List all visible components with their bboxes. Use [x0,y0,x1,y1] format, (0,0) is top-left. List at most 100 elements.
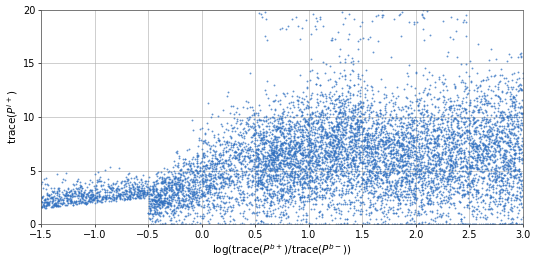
Point [90,196,98,201]
Point [472,217,481,221]
Point [131,182,139,187]
Point [305,174,314,178]
Point [189,162,197,166]
Point [452,17,461,21]
Point [257,219,265,223]
Point [461,106,470,111]
Point [450,99,458,103]
Point [346,139,354,143]
Point [271,157,280,162]
Point [233,175,242,179]
Point [486,222,495,227]
Point [341,133,350,137]
Point [334,120,343,124]
Point [479,143,488,147]
Point [312,92,321,97]
Point [280,186,289,190]
Point [115,192,124,196]
Point [270,150,278,154]
Point [190,168,199,172]
Point [477,161,486,165]
Point [318,166,326,170]
Point [273,113,282,117]
Point [351,161,359,166]
Point [111,181,120,185]
Point [304,195,312,199]
Point [515,197,524,201]
Point [354,127,362,131]
Point [202,178,211,182]
Point [199,170,208,174]
Point [289,131,298,135]
Point [455,142,463,146]
Point [363,222,371,227]
Point [340,183,348,187]
Point [158,200,167,205]
Point [349,222,358,227]
Point [468,166,477,170]
Point [382,154,390,158]
Point [312,82,321,86]
Point [66,194,75,198]
Point [241,129,249,133]
Point [129,183,137,188]
Point [518,156,526,160]
Point [307,136,316,141]
Point [146,222,155,227]
Point [507,132,516,136]
Point [276,148,284,153]
Point [281,204,289,208]
Point [232,126,241,130]
Point [428,222,437,227]
Point [430,128,439,132]
Point [198,216,207,220]
Point [504,114,513,118]
Point [509,121,517,126]
Point [307,156,315,160]
Point [441,169,449,173]
Point [278,120,286,124]
Point [162,200,171,204]
Point [340,73,349,78]
Point [448,185,456,189]
Point [495,170,503,174]
Point [362,186,370,190]
Point [340,116,348,121]
Point [269,148,278,153]
Point [243,176,251,181]
Point [267,149,276,154]
Point [395,170,404,175]
Point [420,112,429,116]
Point [493,132,501,136]
Point [211,186,219,190]
Point [303,176,311,181]
Point [500,163,508,167]
Point [446,162,455,167]
Point [466,187,474,191]
Point [497,176,506,180]
Point [479,205,487,209]
Point [420,122,428,127]
Point [304,152,313,156]
Point [442,136,450,140]
Point [278,148,286,152]
Point [364,139,373,143]
Point [172,185,181,190]
Point [288,120,297,124]
Point [420,164,429,168]
Point [456,103,465,108]
Point [320,155,329,159]
Point [150,183,158,187]
Point [419,169,427,174]
Point [290,154,299,159]
Point [317,186,326,190]
Point [339,191,347,195]
Point [240,222,248,227]
Point [243,128,252,133]
Point [47,186,55,190]
Point [413,123,421,127]
Point [227,136,235,140]
Point [166,202,175,206]
Point [373,146,381,150]
Point [438,114,447,118]
